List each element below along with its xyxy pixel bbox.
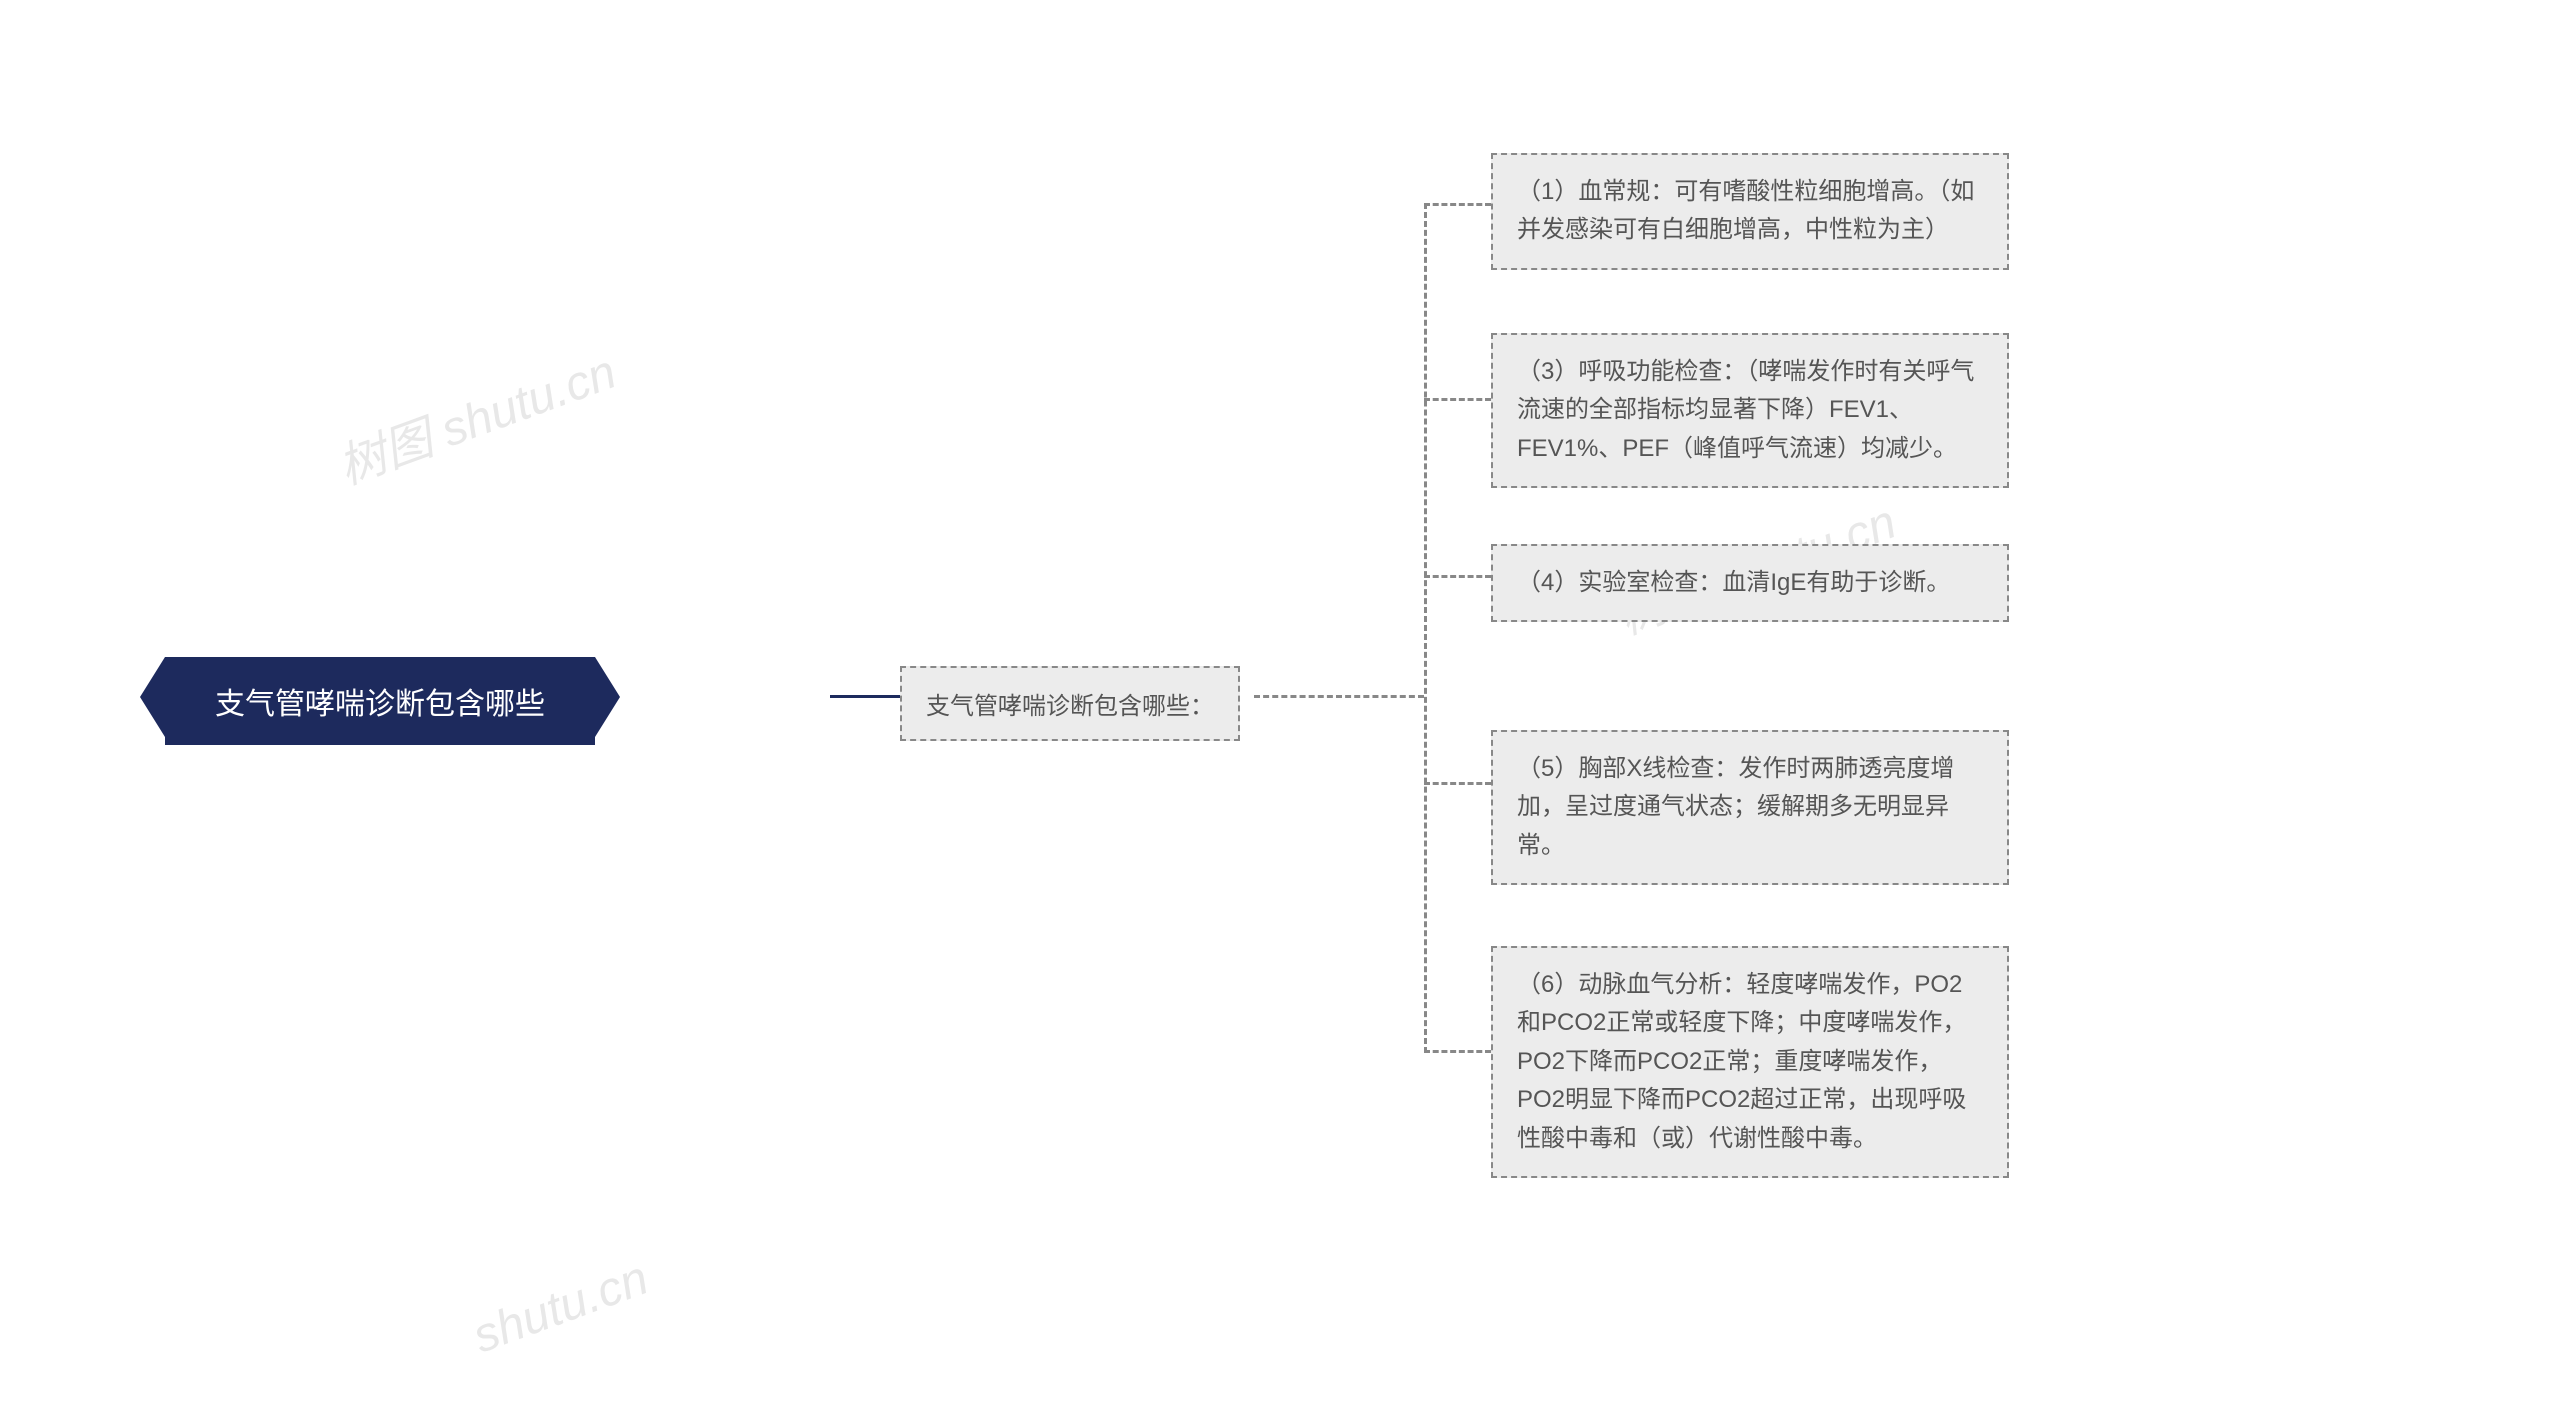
connector-leaf-1 (1424, 203, 1491, 206)
leaf-label-5: （6）动脉血气分析：轻度哮喘发作，PO2和PCO2正常或轻度下降；中度哮喘发作，… (1517, 971, 1966, 1152)
leaf-label-3: （4）实验室检查：血清IgE有助于诊断。 (1517, 569, 1950, 596)
root-label: 支气管哮喘诊断包含哪些 (215, 679, 545, 723)
connector-leaf-3 (1424, 575, 1491, 578)
connector-spine (1424, 203, 1427, 1053)
sub-label: 支气管哮喘诊断包含哪些： (926, 693, 1214, 720)
leaf-node-5: （6）动脉血气分析：轻度哮喘发作，PO2和PCO2正常或轻度下降；中度哮喘发作，… (1491, 946, 2009, 1178)
connector-leaf-5 (1424, 1050, 1491, 1053)
connector-leaf-2 (1424, 398, 1491, 401)
sub-node: 支气管哮喘诊断包含哪些： (900, 666, 1240, 741)
leaf-node-3: （4）实验室检查：血清IgE有助于诊断。 (1491, 544, 2009, 622)
leaf-label-2: （3）呼吸功能检查：（哮喘发作时有关呼气流速的全部指标均显著下降）FEV1、FE… (1517, 358, 1974, 462)
connector-leaf-4 (1424, 782, 1491, 785)
connector-sub-hub (1254, 695, 1424, 698)
connector-root-sub (830, 695, 900, 698)
watermark-1: 树图 shutu.cn (327, 332, 624, 497)
leaf-node-2: （3）呼吸功能检查：（哮喘发作时有关呼气流速的全部指标均显著下降）FEV1、FE… (1491, 333, 2009, 488)
leaf-label-4: （5）胸部X线检查：发作时两肺透亮度增加，呈过度通气状态；缓解期多无明显异常。 (1517, 755, 1954, 859)
root-node: 支气管哮喘诊断包含哪些 (165, 657, 595, 745)
leaf-node-4: （5）胸部X线检查：发作时两肺透亮度增加，呈过度通气状态；缓解期多无明显异常。 (1491, 730, 2009, 885)
leaf-node-1: （1）血常规：可有嗜酸性粒细胞增高。（如并发感染可有白细胞增高，中性粒为主） (1491, 153, 2009, 270)
leaf-label-1: （1）血常规：可有嗜酸性粒细胞增高。（如并发感染可有白细胞增高，中性粒为主） (1517, 178, 1974, 243)
watermark-3: shutu.cn (466, 1251, 655, 1365)
